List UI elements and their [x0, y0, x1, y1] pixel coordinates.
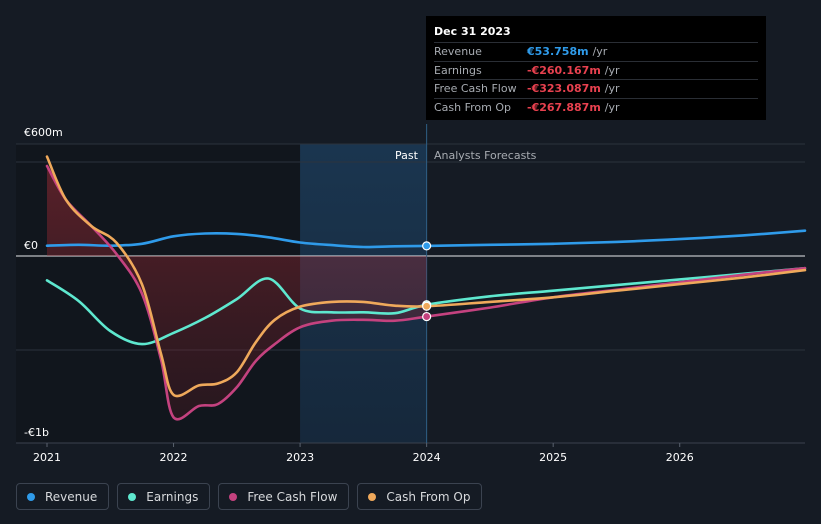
past-label: Past: [395, 149, 418, 162]
free-cash-flow-dot-icon: [229, 492, 238, 501]
tooltip-unit: /yr: [604, 100, 620, 114]
legend-label: Earnings: [146, 489, 199, 504]
tooltip-label: Revenue: [434, 45, 482, 59]
legend-label: Free Cash Flow: [247, 489, 338, 504]
tooltip-label: Earnings: [434, 63, 482, 77]
earnings-dot-icon: [128, 492, 137, 501]
tooltip-value: €53.758m: [527, 45, 589, 59]
tooltip-label: Cash From Op: [434, 100, 512, 114]
x-tick-label: 2022: [160, 451, 188, 464]
y-axis-top-label: €600m: [24, 126, 63, 139]
legend-item-free-cash-flow[interactable]: Free Cash Flow: [218, 483, 350, 510]
x-tick-label: 2021: [33, 451, 61, 464]
legend-item-cash-from-op[interactable]: Cash From Op: [357, 483, 483, 510]
series-marker-revenue: [422, 241, 432, 251]
x-tick-label: 2024: [413, 451, 441, 464]
y-axis-zero-label: €0: [24, 239, 38, 252]
tooltip-row-free-cash-flow: Free Cash Flow -€323.087m /yr: [434, 79, 758, 98]
series-marker-cfo: [422, 301, 432, 311]
tooltip-date: Dec 31 2023: [434, 25, 511, 38]
tooltip-unit: /yr: [592, 45, 608, 59]
revenue-dot-icon: [27, 492, 35, 501]
tooltip-value: -€267.887m: [527, 100, 601, 114]
tooltip-label: Free Cash Flow: [434, 82, 517, 96]
x-tick-label: 2023: [286, 451, 314, 464]
tooltip-row-revenue: Revenue €53.758m /yr: [434, 42, 758, 61]
loss-area-fill: [47, 166, 427, 420]
x-tick-label: 2026: [666, 451, 694, 464]
legend-label: Revenue: [45, 489, 98, 504]
cash-from-op-dot-icon: [368, 492, 377, 501]
tooltip-row-earnings: Earnings -€260.167m /yr: [434, 60, 758, 80]
tooltip-value: -€323.087m: [527, 82, 601, 96]
forecast-label: Analysts Forecasts: [434, 149, 537, 162]
tooltip: Dec 31 2023 Revenue €53.758m /yr Earning…: [426, 16, 766, 120]
legend: Revenue Earnings Free Cash Flow Cash Fro…: [16, 483, 483, 510]
series-line-cfo: [45, 155, 807, 398]
legend-label: Cash From Op: [386, 489, 471, 504]
series-marker-fcf: [422, 311, 432, 322]
legend-item-revenue[interactable]: Revenue: [16, 483, 110, 510]
x-tick-label: 2025: [539, 451, 567, 464]
tooltip-value: -€260.167m: [527, 63, 601, 77]
y-axis-bottom-label: -€1b: [24, 426, 49, 439]
tooltip-unit: /yr: [604, 82, 620, 96]
tooltip-row-cash-from-op: Cash From Op -€267.887m /yr: [434, 97, 758, 117]
series-line-earnings: [45, 266, 807, 346]
legend-item-earnings[interactable]: Earnings: [117, 483, 211, 510]
series-line-revenue: [45, 229, 807, 249]
tooltip-unit: /yr: [604, 63, 620, 77]
